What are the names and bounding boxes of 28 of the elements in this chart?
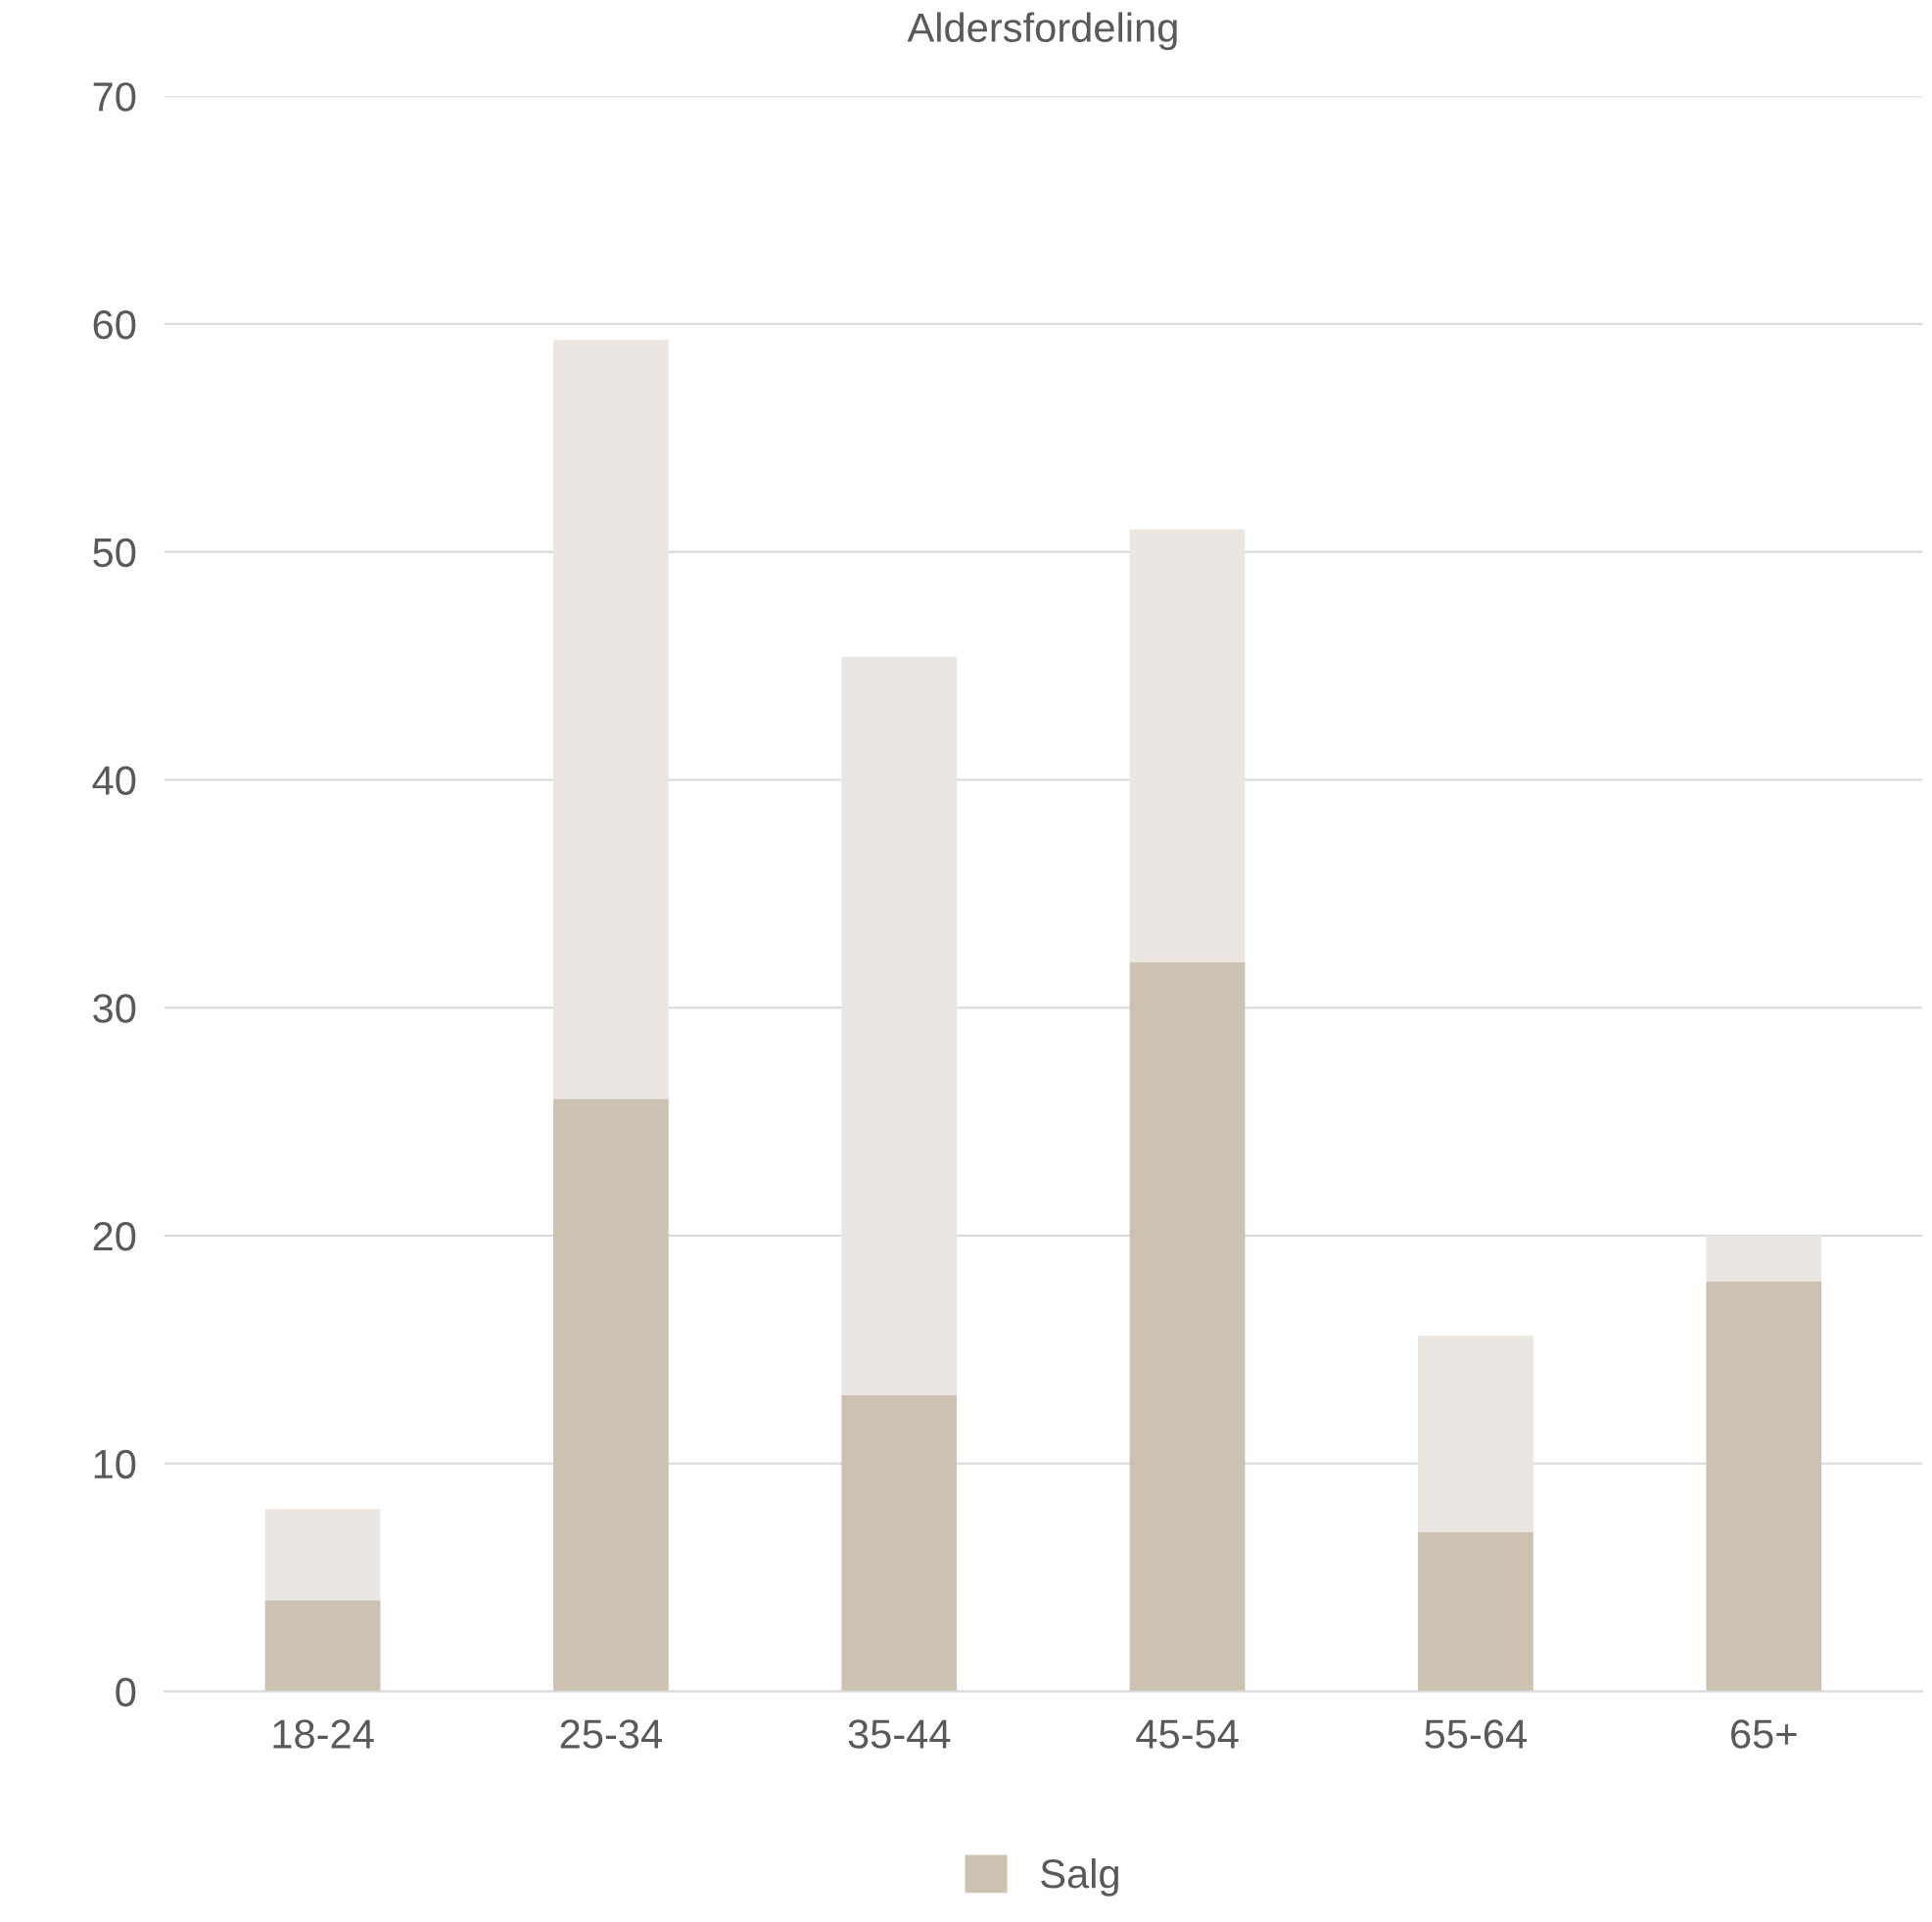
bar xyxy=(1418,1531,1533,1692)
bar xyxy=(553,1099,669,1692)
bar xyxy=(1706,1281,1822,1692)
y-tick-label: 10 xyxy=(94,1449,136,1479)
bar xyxy=(1129,529,1246,962)
bar xyxy=(1418,1336,1533,1532)
x-tick-label: 25-34 xyxy=(560,1719,662,1749)
y-tick-label: 30 xyxy=(93,994,136,1023)
bar xyxy=(264,1509,381,1601)
x-tick-label: 65+ xyxy=(1731,1719,1797,1749)
legend-label: Salg xyxy=(1041,1858,1118,1897)
x-tick-label: 35-44 xyxy=(848,1719,951,1749)
y-tick-label: 0 xyxy=(116,1677,136,1707)
bar xyxy=(841,656,958,1395)
x-tick-label: 55-64 xyxy=(1425,1719,1527,1749)
chart-title: Aldersfordeling xyxy=(907,12,1177,51)
x-tick-label: 45-54 xyxy=(1136,1719,1239,1749)
y-tick-label: 40 xyxy=(92,766,136,795)
x-tick-label: 18-24 xyxy=(273,1719,374,1749)
bar xyxy=(1129,961,1246,1692)
y-tick-label: 60 xyxy=(93,309,136,340)
y-tick-label: 20 xyxy=(93,1221,136,1251)
y-tick-label: 70 xyxy=(93,82,136,112)
bar xyxy=(553,340,669,1100)
bar xyxy=(264,1600,381,1692)
y-tick-label: 50 xyxy=(93,538,136,568)
bar xyxy=(1706,1235,1822,1282)
bar xyxy=(841,1394,958,1692)
